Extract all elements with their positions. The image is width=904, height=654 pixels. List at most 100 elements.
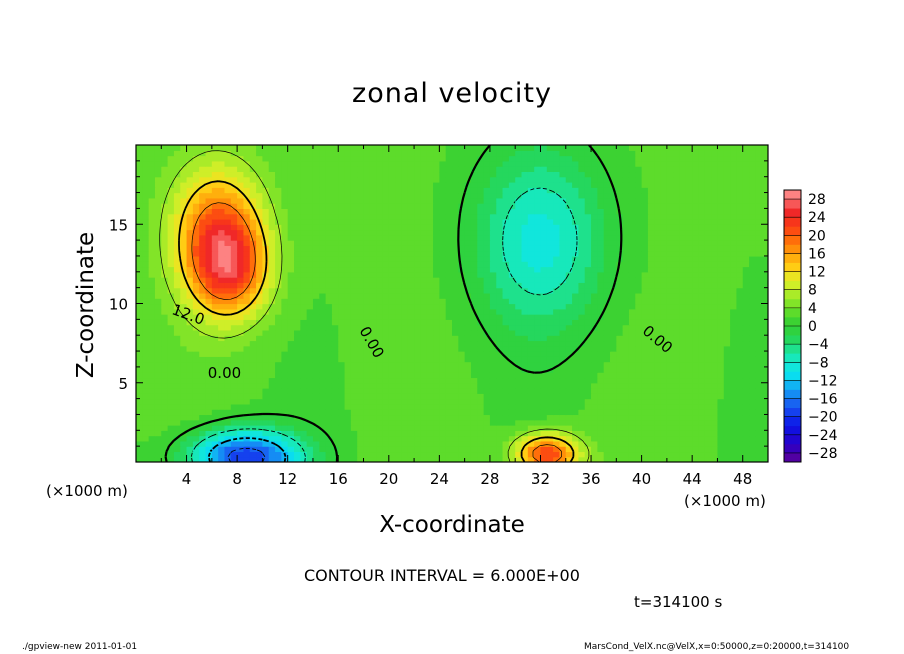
field-cell <box>382 203 390 209</box>
field-cell <box>610 329 617 336</box>
field-cell <box>420 440 428 447</box>
field-cell <box>439 266 447 273</box>
field-cell <box>489 208 497 215</box>
field-cell <box>199 446 207 453</box>
field-cell <box>597 414 605 421</box>
field-cell <box>470 403 478 410</box>
field-cell <box>287 361 295 368</box>
field-cell <box>654 308 662 315</box>
field-cell <box>357 277 365 283</box>
field-cell <box>433 393 440 400</box>
field-cell <box>515 440 523 447</box>
field-cell <box>388 224 396 231</box>
field-cell <box>458 208 466 215</box>
field-cell <box>218 435 226 442</box>
field-cell <box>357 292 365 299</box>
field-cell <box>275 398 282 405</box>
field-cell <box>597 446 605 453</box>
field-cell <box>357 255 365 262</box>
field-cell <box>483 292 491 299</box>
field-cell <box>685 377 693 384</box>
field-cell <box>382 255 390 262</box>
field-cell <box>622 345 630 352</box>
field-cell <box>464 245 472 252</box>
field-cell <box>616 245 624 252</box>
field-cell <box>306 456 314 462</box>
field-cell <box>142 366 150 373</box>
field-cell <box>142 266 150 273</box>
field-cell <box>395 298 403 305</box>
field-cell <box>761 398 768 405</box>
field-cell <box>565 240 573 246</box>
field-cell <box>407 234 415 241</box>
field-cell <box>199 419 207 426</box>
field-cell <box>319 435 327 442</box>
field-cell <box>161 298 169 305</box>
field-cell <box>749 266 756 273</box>
field-cell <box>458 292 466 299</box>
field-cell <box>312 324 320 331</box>
field-cell <box>527 298 535 305</box>
field-cell <box>401 261 409 268</box>
field-cell <box>382 298 390 305</box>
field-cell <box>186 277 194 283</box>
field-cell <box>306 266 314 273</box>
field-cell <box>262 335 270 342</box>
field-cell <box>363 419 371 426</box>
field-cell <box>711 218 719 225</box>
field-cell <box>230 292 238 299</box>
field-cell <box>433 234 440 241</box>
field-cell <box>167 292 175 299</box>
field-cell <box>540 388 548 394</box>
field-cell <box>312 203 320 209</box>
field-cell <box>350 435 358 442</box>
field-cell <box>483 446 491 453</box>
field-cell <box>173 203 181 209</box>
field-cell <box>414 382 421 389</box>
field-cell <box>173 282 181 289</box>
field-cell <box>407 324 415 331</box>
field-cell <box>641 456 649 462</box>
field-cell <box>281 319 289 326</box>
field-cell <box>660 277 668 283</box>
field-cell <box>363 382 371 389</box>
field-cell <box>433 351 440 357</box>
field-cell <box>452 372 459 379</box>
field-cell <box>199 430 207 437</box>
field-cell <box>559 398 567 405</box>
field-cell <box>470 197 478 204</box>
field-cell <box>692 409 700 416</box>
field-cell <box>211 430 219 437</box>
field-cell <box>515 218 523 225</box>
field-cell <box>350 208 358 215</box>
field-cell <box>553 234 561 241</box>
field-cell <box>218 287 226 294</box>
field-cell <box>565 440 573 447</box>
field-cell <box>572 197 579 204</box>
field-cell <box>312 218 320 225</box>
field-cell <box>382 356 390 363</box>
field-cell <box>730 255 737 262</box>
field-cell <box>540 409 548 416</box>
field-cell <box>496 440 504 447</box>
field-cell <box>654 425 662 431</box>
field-cell <box>591 287 598 294</box>
field-cell <box>553 351 561 357</box>
field-cell <box>679 361 687 368</box>
field-cell <box>211 224 219 231</box>
field-cell <box>218 361 226 368</box>
field-cell <box>363 451 371 458</box>
field-cell <box>167 366 175 373</box>
field-cell <box>591 292 598 299</box>
field-cell <box>692 382 700 389</box>
field-cell <box>458 287 466 294</box>
field-cell <box>161 255 169 262</box>
field-cell <box>363 440 371 447</box>
field-cell <box>559 245 567 252</box>
field-cell <box>534 203 542 209</box>
field-cell <box>243 356 251 363</box>
field-cell <box>161 308 169 315</box>
field-cell <box>142 218 150 225</box>
field-cell <box>395 203 403 209</box>
field-cell <box>666 287 674 294</box>
